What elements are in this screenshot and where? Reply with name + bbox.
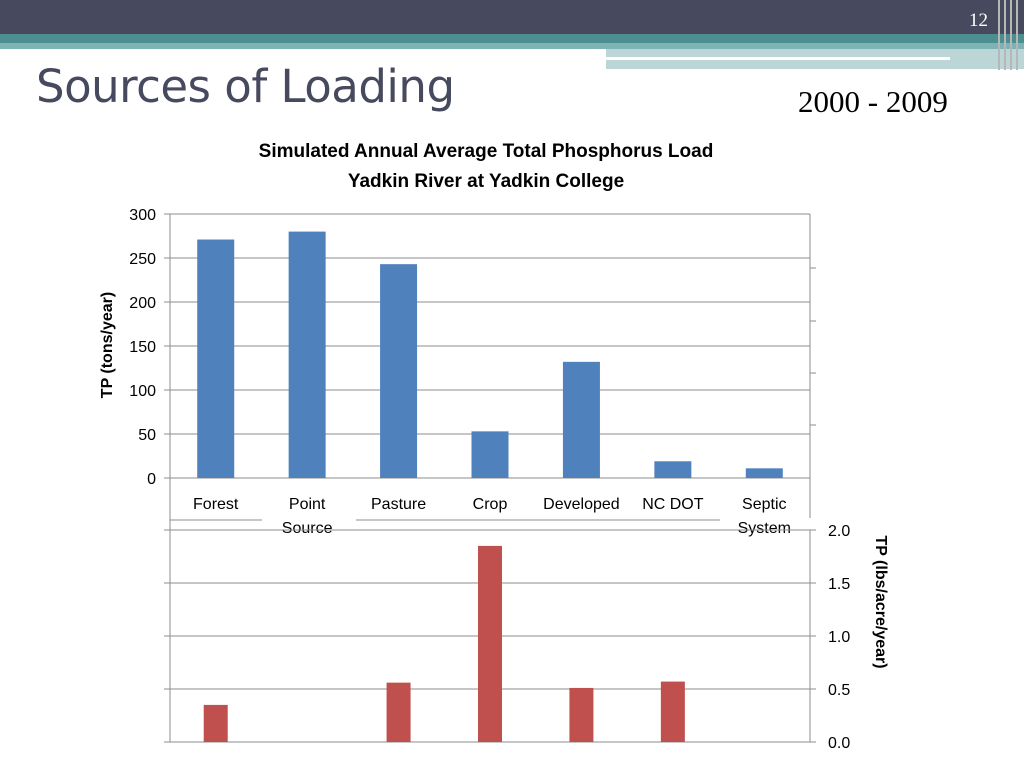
category-label: Source (282, 520, 333, 537)
category-label: Pasture (371, 496, 426, 513)
bottom-bar (478, 545, 502, 742)
chart-title: Simulated Annual Average Total Phosphoru… (259, 141, 714, 162)
category-label: Crop (473, 496, 508, 513)
top-y-tick-label: 300 (129, 207, 156, 224)
header-decor-lines (994, 0, 1024, 70)
header-stripe-white-line (606, 57, 950, 60)
category-label: Developed (543, 496, 620, 513)
bottom-y-tick-label: 1.5 (828, 576, 850, 593)
top-bar (471, 431, 509, 478)
header-stripe (0, 34, 1024, 43)
bottom-bar (569, 687, 594, 742)
top-y-axis-label: TP (tons/year) (99, 292, 116, 398)
header-stripe-light (0, 43, 1024, 49)
bottom-y-tick-label: 1.0 (828, 629, 850, 646)
chart-subtitle: Yadkin River at Yadkin College (348, 171, 624, 192)
top-y-tick-label: 250 (129, 251, 156, 268)
bottom-bar (203, 704, 228, 742)
top-bar (562, 361, 600, 478)
category-label: System (738, 520, 791, 537)
category-label: NC DOT (642, 496, 704, 513)
category-label: Point (289, 496, 326, 513)
top-y-tick-label: 100 (129, 383, 156, 400)
top-bar (380, 264, 418, 478)
top-y-tick-label: 50 (138, 427, 156, 444)
bottom-bar (660, 681, 685, 742)
date-range: 2000 - 2009 (798, 84, 948, 119)
bottom-y-tick-label: 0.0 (828, 735, 850, 752)
top-bar (745, 468, 783, 478)
bottom-bar (386, 682, 411, 742)
top-y-tick-label: 150 (129, 339, 156, 356)
category-label: Septic (742, 496, 786, 513)
header-bar (0, 0, 1024, 34)
top-y-tick-label: 200 (129, 295, 156, 312)
slide-number: 12 (969, 10, 988, 31)
top-bar (288, 231, 326, 478)
bottom-y-tick-label: 2.0 (828, 523, 850, 540)
bottom-y-tick-label: 0.5 (828, 682, 850, 699)
top-bar (197, 239, 235, 478)
top-y-tick-label: 0 (147, 471, 156, 488)
category-label: Forest (193, 496, 239, 513)
top-bar (654, 461, 692, 478)
bottom-y-axis-label: TP (lbs/acre/year) (872, 535, 889, 668)
slide-title: Sources of Loading (36, 60, 455, 113)
